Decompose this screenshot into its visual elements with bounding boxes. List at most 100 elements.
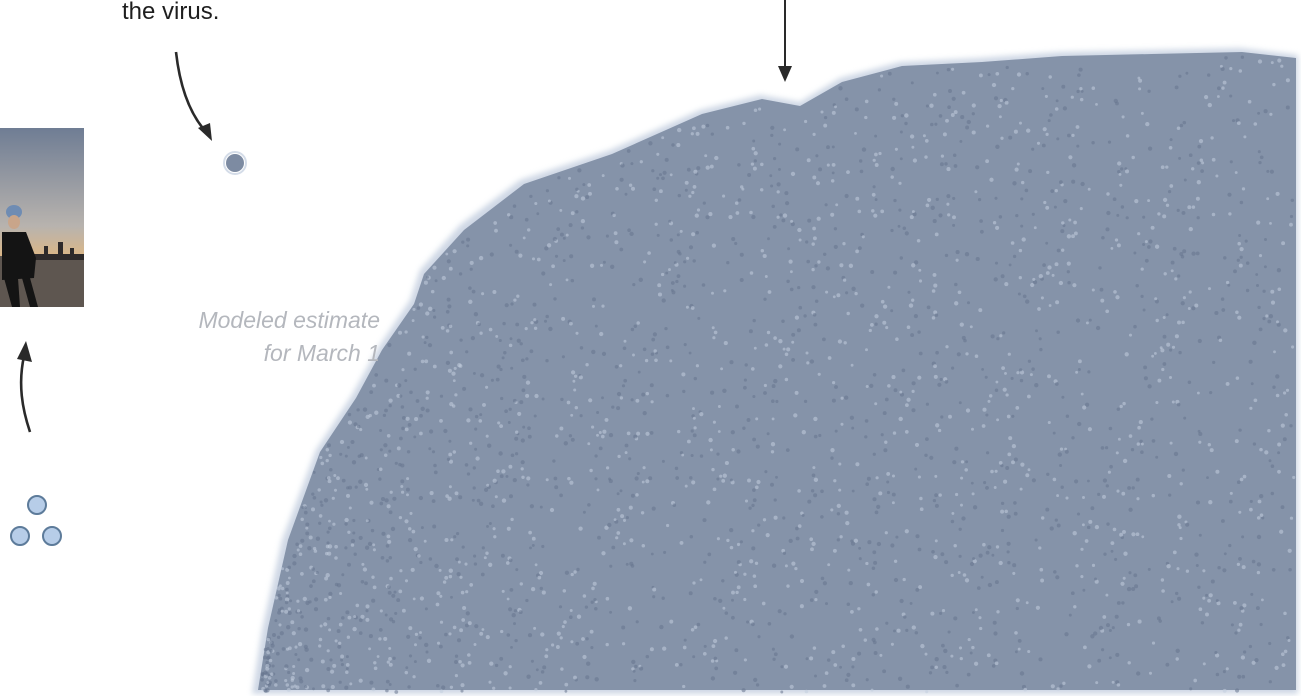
field-dot	[529, 546, 532, 550]
field-dot	[1000, 509, 1005, 514]
field-dot	[570, 278, 575, 283]
field-dot	[1172, 550, 1177, 555]
field-dot	[1230, 623, 1234, 627]
field-dot	[1151, 493, 1156, 498]
field-dot	[794, 315, 800, 320]
field-dot	[560, 397, 564, 402]
field-dot	[699, 412, 704, 417]
field-dot	[407, 685, 411, 689]
field-dot	[998, 115, 1002, 119]
field-dot	[569, 321, 573, 326]
field-dot	[602, 429, 607, 434]
field-dot	[1195, 500, 1201, 505]
field-dot	[330, 684, 335, 690]
field-dot	[1196, 216, 1200, 220]
field-dot	[1261, 598, 1264, 602]
field-dot	[994, 388, 999, 392]
field-dot	[564, 682, 569, 687]
field-dot	[1127, 661, 1131, 665]
field-dot	[494, 663, 499, 668]
field-dot	[318, 637, 323, 642]
field-dot	[515, 322, 520, 327]
field-dot	[979, 626, 983, 631]
field-dot	[454, 660, 458, 664]
field-dot	[793, 413, 798, 418]
field-dot	[385, 679, 390, 684]
field-dot	[705, 165, 710, 170]
field-dot	[554, 485, 559, 490]
field-dot	[1185, 71, 1189, 75]
field-dot	[1140, 450, 1144, 454]
field-dot	[836, 512, 841, 516]
field-dot	[971, 112, 975, 116]
field-dot	[784, 564, 788, 568]
field-dot	[277, 608, 282, 612]
dot-field-mass	[258, 52, 1296, 690]
field-dot	[1228, 543, 1232, 548]
field-dot	[676, 249, 681, 254]
field-dot	[1064, 447, 1068, 451]
field-dot	[469, 267, 473, 271]
field-dot	[1080, 575, 1084, 579]
field-dot	[508, 464, 513, 469]
field-dot	[1162, 334, 1167, 339]
field-dot	[1205, 612, 1209, 617]
field-dot	[899, 157, 903, 161]
field-dot	[752, 498, 757, 503]
field-dot	[866, 582, 871, 587]
field-dot	[1161, 589, 1165, 593]
field-dot	[344, 454, 348, 458]
field-dot	[1013, 457, 1018, 462]
field-dot	[328, 628, 332, 632]
field-dot	[1090, 506, 1095, 511]
field-dot	[730, 430, 735, 435]
field-dot	[824, 671, 829, 675]
field-dot	[1117, 170, 1121, 174]
field-dot	[1125, 134, 1130, 138]
field-dot	[743, 597, 747, 602]
field-dot	[820, 489, 824, 494]
field-dot	[840, 422, 844, 426]
field-dot	[436, 684, 440, 688]
field-dot	[864, 419, 869, 423]
field-dot	[1176, 402, 1181, 407]
field-dot	[731, 236, 736, 242]
field-dot	[887, 285, 891, 289]
field-dot	[628, 505, 633, 510]
field-dot	[1006, 541, 1011, 546]
field-dot	[277, 593, 281, 598]
field-dot	[934, 232, 939, 237]
field-dot	[1102, 494, 1106, 499]
field-dot	[790, 222, 795, 227]
field-dot	[900, 114, 904, 118]
field-dot	[1012, 181, 1017, 186]
field-dot	[1252, 442, 1257, 446]
field-dot	[1220, 66, 1225, 72]
field-dot	[485, 635, 490, 640]
field-dot	[1178, 156, 1182, 160]
field-dot	[1035, 329, 1038, 333]
field-dot	[1180, 301, 1185, 306]
field-dot	[388, 646, 392, 650]
field-dot	[1095, 681, 1099, 685]
field-dot	[541, 397, 545, 401]
field-dot	[995, 380, 999, 384]
field-dot	[736, 585, 741, 590]
field-dot	[461, 240, 465, 244]
field-dot	[492, 686, 496, 690]
field-dot	[1029, 373, 1033, 377]
field-dot	[1283, 328, 1288, 333]
field-dot	[587, 183, 592, 187]
field-dot	[433, 315, 437, 319]
field-dot	[855, 462, 860, 467]
field-dot	[1217, 86, 1221, 91]
field-dot	[1047, 420, 1051, 425]
field-dot	[747, 173, 752, 177]
field-dot	[585, 637, 589, 641]
field-dot	[711, 291, 714, 295]
field-dot	[465, 590, 469, 594]
field-dot	[758, 107, 762, 111]
field-dot	[596, 411, 600, 414]
field-dot	[832, 295, 836, 299]
field-dot	[309, 584, 313, 588]
